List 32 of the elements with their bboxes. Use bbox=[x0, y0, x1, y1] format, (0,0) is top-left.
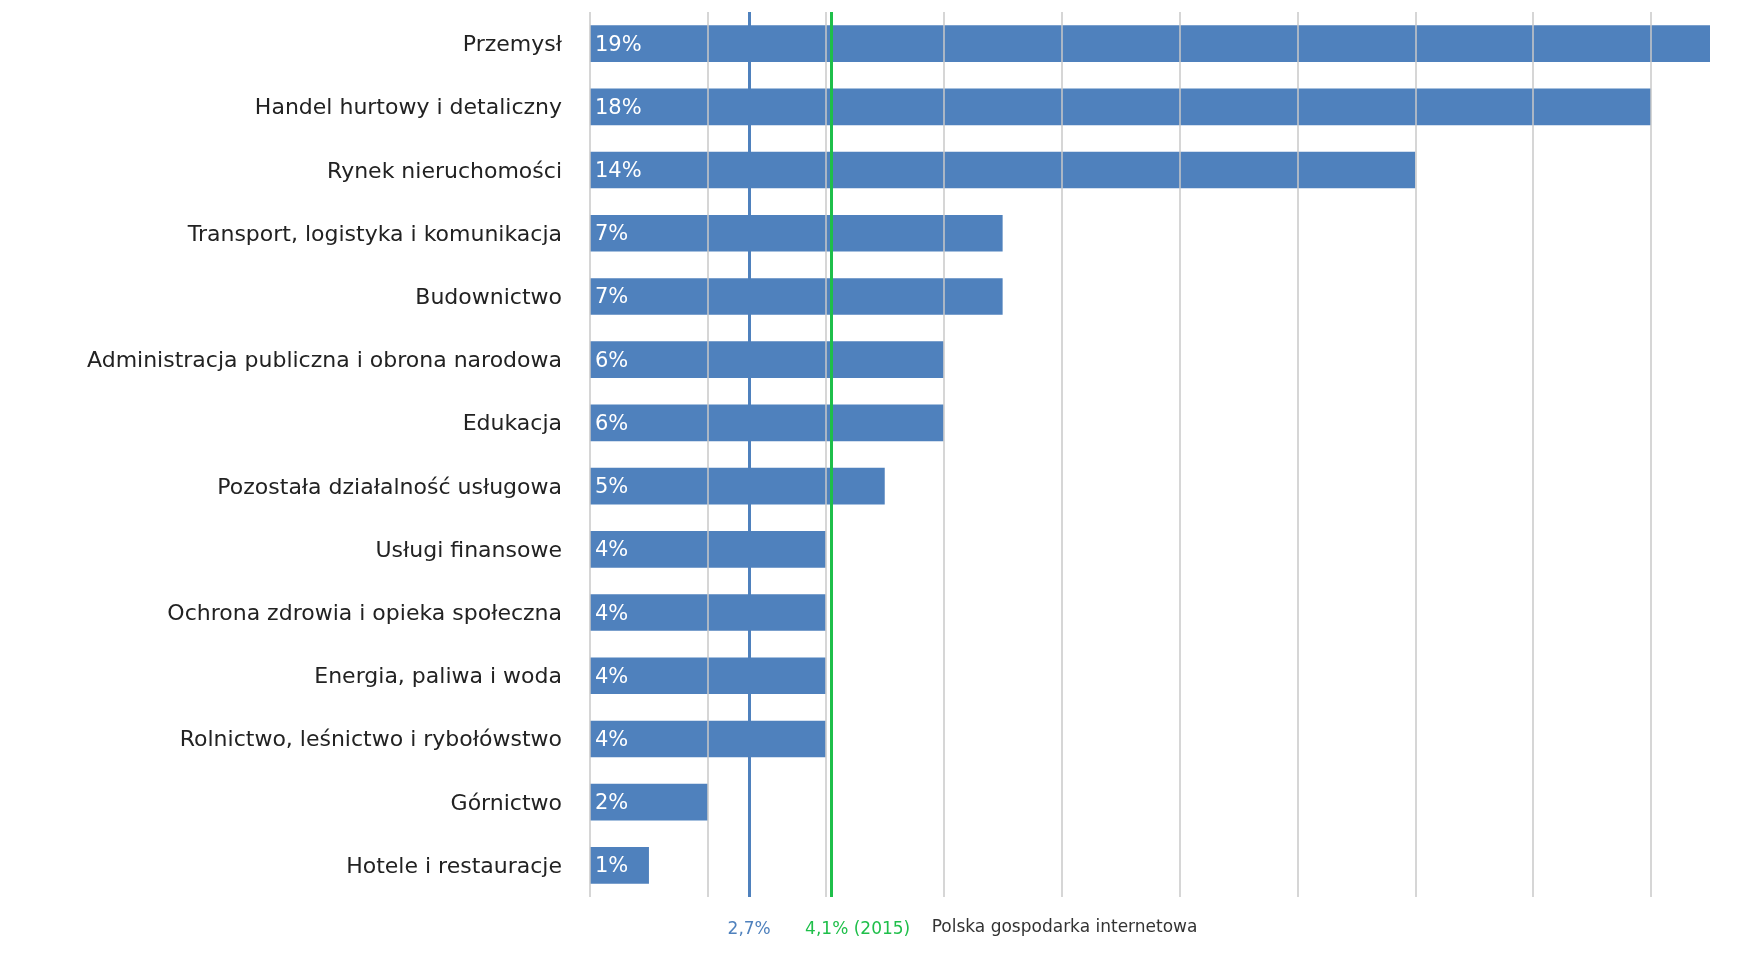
data-label: 2% bbox=[595, 790, 629, 815]
data-label: 18% bbox=[595, 94, 642, 119]
data-label: 4% bbox=[595, 600, 629, 625]
data-label: 4% bbox=[595, 537, 629, 562]
y-tick-label: Budownictwo bbox=[415, 283, 562, 309]
data-label: 7% bbox=[595, 284, 629, 309]
data-label: 6% bbox=[595, 410, 629, 435]
y-tick-label: Handel hurtowy i detaliczny bbox=[254, 94, 562, 120]
data-label: 5% bbox=[595, 474, 629, 499]
data-label: 1% bbox=[595, 853, 629, 878]
y-tick-label: Energia, paliwa i woda bbox=[314, 663, 562, 689]
y-tick-label: Rolnictwo, leśnictwo i rybołówstwo bbox=[179, 726, 562, 752]
y-tick-label: Transport, logistyka i komunikacja bbox=[186, 220, 562, 246]
ref-line-label: 2,7% bbox=[727, 917, 771, 938]
y-tick-label: Górnictwo bbox=[450, 789, 562, 815]
data-label: 19% bbox=[595, 31, 642, 56]
y-tick-label: Pozostała działalność usługowa bbox=[217, 473, 562, 499]
ref-line-label: 4,1% (2015) bbox=[805, 917, 911, 938]
y-tick-label: Usługi finansowe bbox=[375, 536, 562, 562]
y-tick-label: Administracja publiczna i obrona narodowa bbox=[87, 347, 562, 373]
data-label: 7% bbox=[595, 221, 629, 246]
data-label: 4% bbox=[595, 663, 629, 688]
bar bbox=[590, 783, 708, 821]
data-label: 4% bbox=[595, 726, 629, 751]
text: Polska gospodarka internetowa bbox=[931, 915, 1198, 936]
data-label: 6% bbox=[595, 347, 629, 372]
y-tick-label: Edukacja bbox=[462, 410, 562, 436]
data-label: 14% bbox=[595, 158, 642, 183]
y-tick-label: Hotele i restauracje bbox=[346, 852, 562, 878]
y-tick-label: Ochrona zdrowia i opieka społeczna bbox=[167, 600, 562, 626]
y-tick-label: Rynek nieruchomości bbox=[327, 157, 562, 183]
y-tick-label: Przemysł bbox=[462, 31, 563, 57]
